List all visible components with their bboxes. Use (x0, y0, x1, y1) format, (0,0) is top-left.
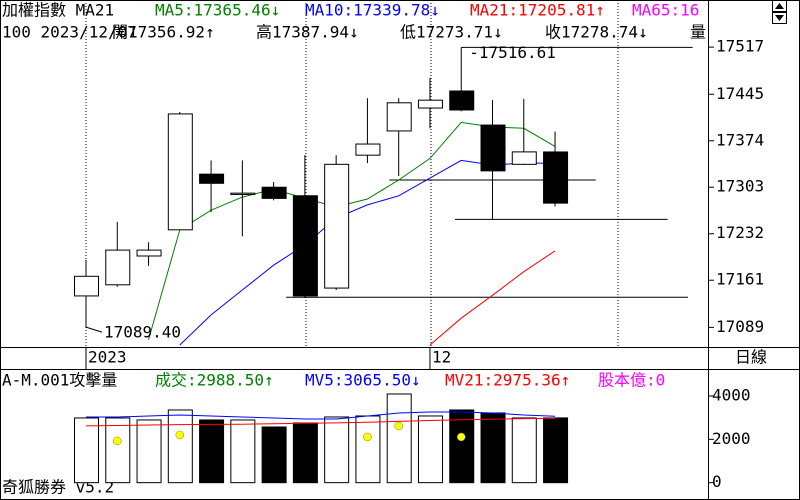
quote: 低17273.71↓ (400, 23, 503, 42)
legend-entry: MA65:16 (632, 1, 699, 20)
scroll-up-icon (775, 3, 784, 9)
ma-line (429, 250, 556, 346)
annotation: 17089.40 (104, 323, 181, 342)
ma-line (85, 417, 556, 427)
candle-body (230, 192, 256, 195)
quote: 收17278.74↓ (545, 23, 648, 42)
annotation: -17516.61 (469, 43, 556, 62)
ma-line (86, 411, 556, 420)
volume-bar (105, 417, 131, 484)
signal-dot (363, 432, 372, 442)
annotation-leader (85, 326, 103, 333)
volume-bar (136, 419, 162, 484)
volume-bar (355, 415, 381, 484)
volume-bar (417, 415, 443, 484)
legend-entry: MV5:3065.50↓ (305, 371, 421, 390)
plot (74, 393, 569, 484)
quote: 100 2023/12/07 (2, 23, 137, 42)
x-tick-label: 2023 (88, 348, 127, 367)
chart-title: 加權指數 MA21 (2, 1, 114, 20)
y-tick-label: 17445 (716, 84, 764, 103)
legend-entry: 股本億:0 (598, 371, 665, 390)
volume-bar (543, 417, 569, 484)
volume-bar (261, 426, 287, 484)
volume-bar (199, 419, 225, 484)
y-tick-label: 17517 (716, 37, 764, 56)
y-tick-label: 0 (712, 472, 722, 491)
legend-entry: MA21:17205.81↑ (470, 1, 605, 20)
candle-body (480, 124, 506, 172)
chart-title: A-M.001攻擊量 (2, 371, 117, 390)
quote: 量 (690, 23, 706, 42)
candle-body (543, 151, 569, 204)
candle-body (324, 163, 350, 289)
y-tick-label: 17089 (716, 317, 764, 336)
quote: 開17356.92↑ (112, 23, 215, 42)
legend-entry: 成交:2988.50↑ (155, 371, 274, 390)
volume-bar (449, 409, 475, 484)
x-tick-label: 12 (432, 348, 451, 367)
signal-dot (113, 436, 122, 446)
candle-body (292, 195, 318, 297)
volume-bar (511, 417, 537, 484)
candle-body (136, 249, 162, 257)
legend-entry: MV21:2975.36↑ (445, 371, 570, 390)
y-tick-label: 4000 (712, 386, 751, 405)
candle-body (355, 143, 381, 156)
y-tick-label: 17374 (716, 130, 764, 149)
candle-body (167, 113, 193, 231)
volume-bar (74, 417, 99, 484)
candle-body (417, 99, 443, 109)
volume-bar (480, 412, 506, 484)
legend-entry: MA5:17365.46↓ (155, 1, 280, 20)
candle-body (199, 173, 225, 184)
y-tick-label: 2000 (712, 429, 751, 448)
volume-bar (292, 422, 318, 484)
signal-dot (394, 421, 403, 431)
plot: -17516.61 17089.40 (74, 43, 693, 346)
candle-body (386, 102, 412, 132)
scroll-down-icon (775, 15, 784, 21)
candle-body (449, 90, 475, 111)
candle-body (511, 151, 537, 165)
y-tick-label: 17303 (716, 177, 764, 196)
candle-body (74, 275, 99, 297)
y-tick-label: 17161 (716, 270, 764, 289)
period-label: 日線 (735, 348, 767, 367)
candle-body (105, 249, 131, 286)
legend-entry: MA10:17339.78↓ (305, 1, 440, 20)
volume-bar (230, 419, 256, 484)
y-tick-label: 17232 (716, 223, 764, 242)
quote: 高17387.94↓ (256, 23, 359, 42)
volume-bar (167, 409, 193, 484)
volume-bar (324, 416, 350, 484)
candle-body (261, 186, 287, 199)
signal-dot (175, 430, 185, 440)
signal-dot (456, 432, 466, 442)
volume-bar (386, 393, 412, 484)
